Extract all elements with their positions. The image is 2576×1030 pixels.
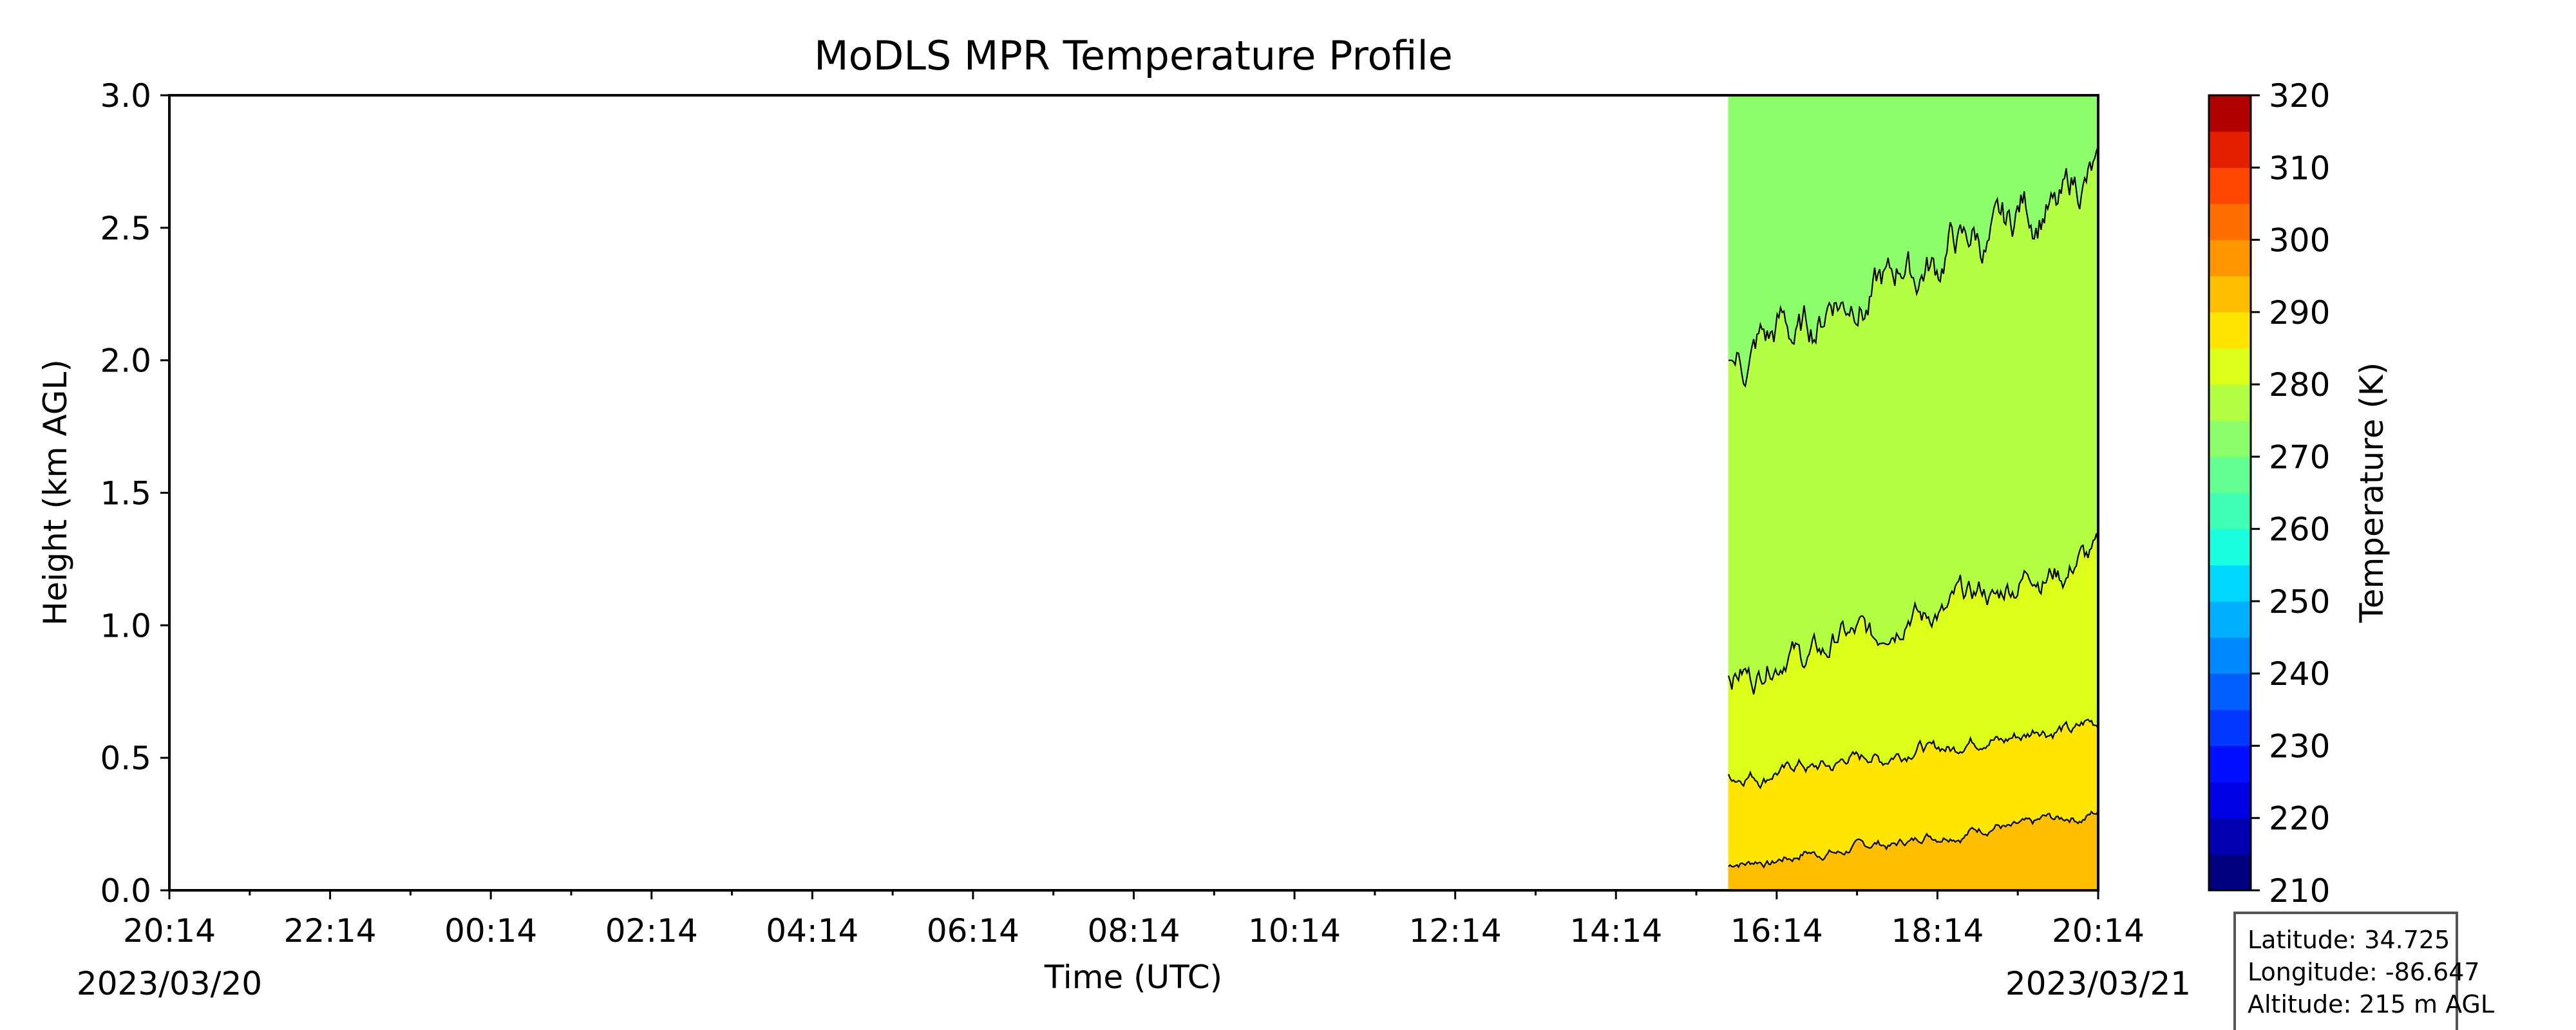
y-tick-label: 0.5 bbox=[100, 740, 151, 777]
colorbar-frame bbox=[2208, 94, 2252, 892]
colorbar-segment bbox=[2209, 384, 2251, 421]
x-tick-label: 20:14 bbox=[2052, 912, 2145, 950]
y-tick-label: 2.0 bbox=[100, 342, 151, 380]
colorbar-tick-label: 290 bbox=[2269, 294, 2330, 332]
altitude-text: Altitude: 215 m AGL bbox=[2248, 990, 2494, 1018]
colorbar-tick-label: 270 bbox=[2269, 438, 2330, 476]
x-axis-label: Time (UTC) bbox=[1044, 959, 1222, 996]
y-axis: 0.0 0.5 1.0 1.5 2.0 2.5 3.0 bbox=[100, 77, 169, 910]
colorbar-segment bbox=[2209, 782, 2251, 819]
y-tick-label: 1.0 bbox=[100, 607, 151, 644]
plot-area bbox=[168, 94, 2099, 892]
colorbar-segment bbox=[2209, 601, 2251, 638]
contour-line bbox=[1728, 145, 2099, 388]
colorbar-segment bbox=[2209, 239, 2251, 277]
colorbar-segment bbox=[2209, 854, 2251, 891]
end-date-label: 2023/03/21 bbox=[2005, 965, 2191, 1002]
y-tick-label: 1.5 bbox=[100, 475, 151, 512]
colorbar: 210 220 230 240 250 260 270 280 290 300 310 320 bbox=[2208, 77, 2330, 910]
colorbar-segment bbox=[2209, 529, 2251, 566]
x-tick-label: 12:14 bbox=[1409, 912, 1502, 950]
x-tick-label: 14:14 bbox=[1569, 912, 1662, 950]
y-tick-label: 0.0 bbox=[100, 872, 151, 910]
colorbar-segment bbox=[2209, 420, 2251, 457]
colorbar-tick-label: 220 bbox=[2269, 800, 2330, 838]
colorbar-tick-label: 300 bbox=[2269, 222, 2330, 259]
colorbar-label: Temperature (K) bbox=[2353, 362, 2391, 623]
contour-line bbox=[1728, 810, 2099, 869]
colorbar-segment bbox=[2209, 312, 2251, 349]
colorbar-tick-label: 320 bbox=[2269, 77, 2330, 115]
colorbar-segment bbox=[2209, 709, 2251, 746]
start-date-label: 2023/03/20 bbox=[77, 965, 262, 1002]
colorbar-tick-label: 240 bbox=[2269, 655, 2330, 693]
colorbar-segment bbox=[2209, 637, 2251, 674]
y-tick-label: 2.5 bbox=[100, 210, 151, 247]
x-tick-label: 08:14 bbox=[1087, 912, 1180, 950]
colorbar-tick-label: 280 bbox=[2269, 366, 2330, 404]
x-tick-label: 16:14 bbox=[1730, 912, 1823, 950]
location-info-box: Latitude: 34.725 Longitude: -86.647 Alti… bbox=[2233, 912, 2494, 1030]
colorbar-segment bbox=[2209, 565, 2251, 602]
colorbar-segment bbox=[2209, 276, 2251, 313]
x-tick-label: 02:14 bbox=[605, 912, 698, 950]
colorbar-segment bbox=[2209, 818, 2251, 855]
colorbar-tick-label: 230 bbox=[2269, 727, 2330, 765]
y-tick-label: 3.0 bbox=[100, 77, 151, 115]
colorbar-segment bbox=[2209, 167, 2251, 204]
x-tick-label: 20:14 bbox=[123, 912, 216, 950]
x-tick-label: 00:14 bbox=[444, 912, 537, 950]
colorbar-segment bbox=[2209, 456, 2251, 493]
longitude-text: Longitude: -86.647 bbox=[2248, 958, 2480, 986]
contour-line bbox=[1727, 718, 2099, 790]
colorbar-segment bbox=[2209, 673, 2251, 710]
chart-title: MoDLS MPR Temperature Profile bbox=[814, 32, 1453, 79]
info-box-frame bbox=[2233, 912, 2458, 1030]
x-axis: 20:14 22:14 00:14 02:14 04:14 06:14 08:14 10:14… bbox=[123, 890, 2145, 950]
contour-lines bbox=[1727, 145, 2099, 869]
x-tick-label: 22:14 bbox=[284, 912, 377, 950]
contour-line bbox=[1727, 533, 2099, 695]
colorbar-tick-label: 260 bbox=[2269, 511, 2330, 548]
x-tick-label: 10:14 bbox=[1248, 912, 1341, 950]
colorbar-tick-label: 250 bbox=[2269, 583, 2330, 621]
colorbar-segment bbox=[2209, 492, 2251, 530]
colorbar-tick-label: 310 bbox=[2269, 149, 2330, 187]
latitude-text: Latitude: 34.725 bbox=[2248, 926, 2450, 954]
temperature-fill bbox=[1728, 95, 2099, 891]
x-tick-label: 06:14 bbox=[927, 912, 1019, 950]
colorbar-segment bbox=[2209, 95, 2251, 132]
colorbar-segment bbox=[2209, 745, 2251, 783]
x-tick-label: 04:14 bbox=[766, 912, 858, 950]
colorbar-segment bbox=[2209, 203, 2251, 241]
colorbar-segment bbox=[2209, 131, 2251, 168]
colorbar-tick-label: 210 bbox=[2269, 872, 2330, 910]
y-axis-label: Height (km AGL) bbox=[37, 359, 74, 626]
x-tick-label: 18:14 bbox=[1891, 912, 1984, 950]
colorbar-segment bbox=[2209, 348, 2251, 385]
